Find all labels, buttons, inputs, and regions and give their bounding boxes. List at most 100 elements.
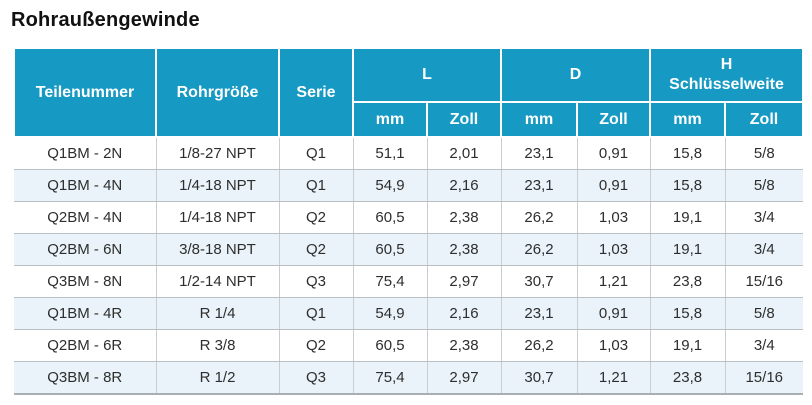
cell-h-mm: 15,8 bbox=[650, 169, 726, 202]
cell-d-mm: 23,1 bbox=[501, 169, 578, 202]
cell-l-mm: 75,4 bbox=[353, 265, 428, 298]
cell-l-mm: 60,5 bbox=[353, 201, 428, 234]
cell-d-mm: 30,7 bbox=[501, 265, 578, 298]
cell-teilenummer: Q2BM - 6R bbox=[14, 329, 157, 362]
col-header-h-schluesselweite: H Schlüsselweite bbox=[649, 47, 804, 103]
col-header-serie: Serie bbox=[278, 47, 354, 138]
subheader-d-mm: mm bbox=[500, 101, 578, 138]
cell-l-zoll: 2,38 bbox=[427, 201, 502, 234]
cell-serie: Q2 bbox=[279, 233, 354, 266]
cell-l-mm: 51,1 bbox=[353, 137, 428, 170]
cell-d-zoll: 1,21 bbox=[577, 361, 651, 395]
subheader-h-mm: mm bbox=[649, 101, 726, 138]
table-row: Q2BM - 4N 1/4-18 NPT Q2 60,5 2,38 26,2 1… bbox=[14, 201, 803, 234]
cell-l-zoll: 2,97 bbox=[427, 265, 502, 298]
cell-rohrgroesse: 1/2-14 NPT bbox=[156, 265, 280, 298]
cell-h-zoll: 5/8 bbox=[725, 169, 803, 202]
cell-teilenummer: Q1BM - 2N bbox=[14, 137, 157, 170]
cell-l-zoll: 2,01 bbox=[427, 137, 502, 170]
col-header-rohrgroesse: Rohrgröße bbox=[155, 47, 280, 138]
cell-h-zoll: 3/4 bbox=[725, 329, 803, 362]
cell-d-mm: 23,1 bbox=[501, 137, 578, 170]
subheader-l-mm: mm bbox=[352, 101, 428, 138]
table-row: Q2BM - 6N 3/8-18 NPT Q2 60,5 2,38 26,2 1… bbox=[14, 233, 803, 266]
cell-d-zoll: 1,21 bbox=[577, 265, 651, 298]
table-row: Q2BM - 6R R 3/8 Q2 60,5 2,38 26,2 1,03 1… bbox=[14, 329, 803, 362]
cell-h-mm: 19,1 bbox=[650, 201, 726, 234]
cell-d-mm: 26,2 bbox=[501, 233, 578, 266]
subheader-d-zoll: Zoll bbox=[576, 101, 651, 138]
subheader-h-zoll: Zoll bbox=[724, 101, 804, 138]
cell-l-mm: 60,5 bbox=[353, 233, 428, 266]
cell-teilenummer: Q2BM - 4N bbox=[14, 201, 157, 234]
cell-h-mm: 23,8 bbox=[650, 361, 726, 395]
cell-d-zoll: 0,91 bbox=[577, 169, 651, 202]
col-header-h-line1: H bbox=[720, 56, 733, 73]
col-header-h-line2: Schlüsselweite bbox=[669, 76, 784, 93]
table-row: Q1BM - 4R R 1/4 Q1 54,9 2,16 23,1 0,91 1… bbox=[14, 297, 803, 330]
cell-h-zoll: 15/16 bbox=[725, 361, 803, 395]
table-row: Q1BM - 2N 1/8-27 NPT Q1 51,1 2,01 23,1 0… bbox=[14, 137, 803, 170]
cell-serie: Q1 bbox=[279, 169, 354, 202]
header-unit-row: mm Zoll mm Zoll mm Zoll bbox=[14, 101, 804, 138]
cell-d-mm: 26,2 bbox=[501, 201, 578, 234]
cell-serie: Q3 bbox=[279, 265, 354, 298]
cell-d-zoll: 1,03 bbox=[577, 329, 651, 362]
cell-d-mm: 23,1 bbox=[501, 297, 578, 330]
header-group-row: Teilenummer Rohrgröße Serie L D H Schlüs… bbox=[13, 47, 804, 138]
cell-serie: Q2 bbox=[279, 201, 354, 234]
cell-teilenummer: Q1BM - 4R bbox=[14, 297, 157, 330]
col-header-teilenummer: Teilenummer bbox=[13, 47, 157, 138]
cell-teilenummer: Q3BM - 8R bbox=[14, 361, 157, 395]
cell-h-mm: 15,8 bbox=[650, 137, 726, 170]
cell-rohrgroesse: R 1/2 bbox=[156, 361, 280, 395]
cell-rohrgroesse: 1/4-18 NPT bbox=[156, 201, 280, 234]
cell-d-zoll: 1,03 bbox=[577, 233, 651, 266]
cell-rohrgroesse: 3/8-18 NPT bbox=[156, 233, 280, 266]
cell-l-zoll: 2,38 bbox=[427, 329, 502, 362]
subheader-l-zoll: Zoll bbox=[426, 101, 502, 138]
cell-serie: Q1 bbox=[279, 137, 354, 170]
cell-h-zoll: 15/16 bbox=[725, 265, 803, 298]
cell-l-zoll: 2,16 bbox=[427, 297, 502, 330]
cell-rohrgroesse: 1/8-27 NPT bbox=[156, 137, 280, 170]
cell-serie: Q2 bbox=[279, 329, 354, 362]
cell-l-zoll: 2,38 bbox=[427, 233, 502, 266]
cell-serie: Q3 bbox=[279, 361, 354, 395]
cell-h-zoll: 3/4 bbox=[725, 233, 803, 266]
cell-rohrgroesse: 1/4-18 NPT bbox=[156, 169, 280, 202]
cell-serie: Q1 bbox=[279, 297, 354, 330]
cell-l-mm: 54,9 bbox=[353, 169, 428, 202]
cell-rohrgroesse: R 3/8 bbox=[156, 329, 280, 362]
col-header-l: L bbox=[352, 47, 502, 103]
page-title: Rohraußengewinde bbox=[11, 9, 200, 31]
cell-h-zoll: 5/8 bbox=[725, 297, 803, 330]
cell-teilenummer: Q2BM - 6N bbox=[14, 233, 157, 266]
table-row: Q3BM - 8R R 1/2 Q3 75,4 2,97 30,7 1,21 2… bbox=[14, 361, 803, 395]
cell-d-mm: 30,7 bbox=[501, 361, 578, 395]
cell-h-mm: 19,1 bbox=[650, 329, 726, 362]
cell-h-zoll: 3/4 bbox=[725, 201, 803, 234]
cell-teilenummer: Q3BM - 8N bbox=[14, 265, 157, 298]
table-row: Q1BM - 4N 1/4-18 NPT Q1 54,9 2,16 23,1 0… bbox=[14, 169, 803, 202]
cell-l-mm: 54,9 bbox=[353, 297, 428, 330]
table-header: Teilenummer Rohrgröße Serie L D H Schlüs… bbox=[13, 47, 804, 138]
cell-d-mm: 26,2 bbox=[501, 329, 578, 362]
cell-l-zoll: 2,16 bbox=[427, 169, 502, 202]
cell-h-mm: 19,1 bbox=[650, 233, 726, 266]
cell-teilenummer: Q1BM - 4N bbox=[14, 169, 157, 202]
cell-d-zoll: 0,91 bbox=[577, 297, 651, 330]
col-header-d: D bbox=[500, 47, 651, 103]
thread-spec-table: Teilenummer Rohrgröße Serie L D H Schlüs… bbox=[13, 47, 804, 395]
cell-l-mm: 60,5 bbox=[353, 329, 428, 362]
table-row: Q3BM - 8N 1/2-14 NPT Q3 75,4 2,97 30,7 1… bbox=[14, 265, 803, 298]
cell-rohrgroesse: R 1/4 bbox=[156, 297, 280, 330]
cell-l-zoll: 2,97 bbox=[427, 361, 502, 395]
cell-d-zoll: 0,91 bbox=[577, 137, 651, 170]
cell-h-mm: 15,8 bbox=[650, 297, 726, 330]
cell-l-mm: 75,4 bbox=[353, 361, 428, 395]
cell-h-zoll: 5/8 bbox=[725, 137, 803, 170]
table-body: Q1BM - 2N 1/8-27 NPT Q1 51,1 2,01 23,1 0… bbox=[14, 137, 803, 395]
cell-d-zoll: 1,03 bbox=[577, 201, 651, 234]
cell-h-mm: 23,8 bbox=[650, 265, 726, 298]
